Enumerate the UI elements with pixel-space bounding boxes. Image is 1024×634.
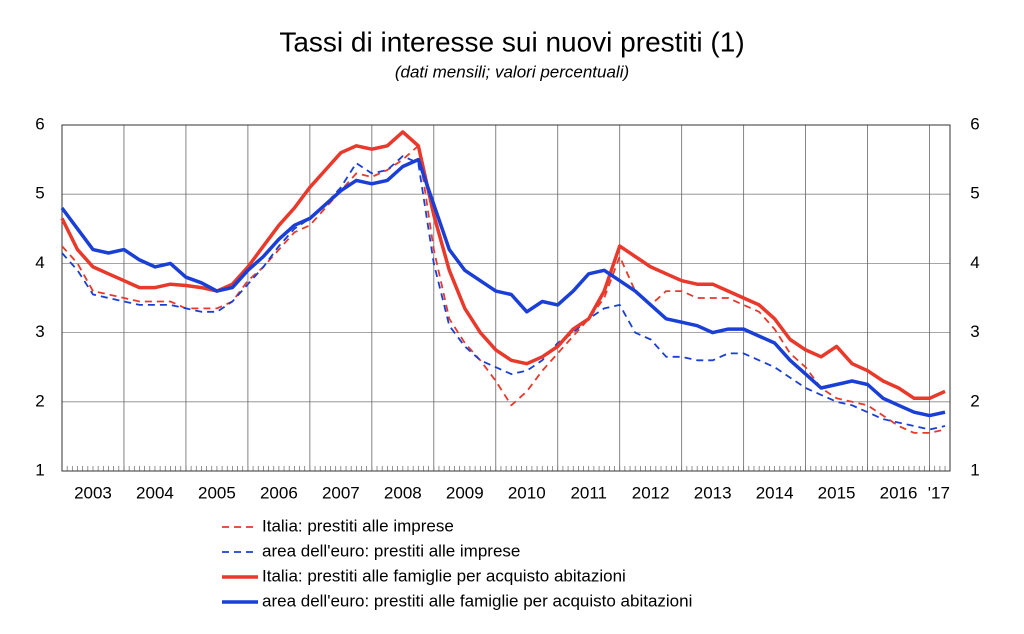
series-line (61, 155, 946, 431)
x-tick-label: 2014 (756, 483, 794, 502)
x-tick-label: 2004 (136, 483, 174, 502)
y-tick-label: 6 (35, 114, 44, 133)
x-tick-label: '17 (928, 483, 950, 502)
legend-label: Italia: prestiti alle imprese (262, 516, 454, 535)
plot-frame (61, 124, 951, 472)
x-tick-label: 2011 (570, 483, 607, 502)
y2-tick-label: 6 (970, 114, 979, 133)
y-tick-label: 5 (35, 184, 44, 203)
x-tick-label: 2007 (322, 483, 360, 502)
legend-label: area dell'euro: prestiti alle famiglie p… (262, 591, 692, 610)
y-tick-label: 3 (35, 322, 44, 341)
series-line (60, 130, 946, 401)
y-tick-label: 2 (35, 391, 44, 410)
x-tick-label: 2016 (880, 483, 918, 502)
chart-title: Tassi di interesse sui nuovi prestiti (1… (279, 26, 744, 57)
x-tick-label: 2015 (818, 483, 856, 502)
legend-label: Italia: prestiti alle famiglie per acqui… (262, 566, 626, 585)
series-line (61, 144, 946, 434)
y-tick-label: 4 (35, 253, 44, 272)
legend-label: area dell'euro: prestiti alle imprese (262, 541, 520, 560)
y2-tick-label: 2 (970, 391, 979, 410)
x-tick-label: 2008 (384, 483, 422, 502)
x-tick-label: 2005 (198, 483, 236, 502)
x-tick-label: 2003 (74, 483, 112, 502)
x-tick-label: 2010 (508, 483, 546, 502)
y2-tick-label: 5 (970, 184, 979, 203)
y2-tick-label: 3 (970, 322, 979, 341)
series-line (60, 157, 946, 418)
chart-subtitle: (dati mensili; valori percentuali) (395, 62, 629, 81)
y-tick-label: 1 (35, 460, 44, 479)
y2-tick-label: 1 (970, 460, 979, 479)
x-tick-label: 2006 (260, 483, 298, 502)
x-tick-label: 2009 (446, 483, 484, 502)
x-tick-label: 2013 (694, 483, 732, 502)
y2-tick-label: 4 (970, 253, 979, 272)
x-tick-label: 2012 (632, 483, 670, 502)
